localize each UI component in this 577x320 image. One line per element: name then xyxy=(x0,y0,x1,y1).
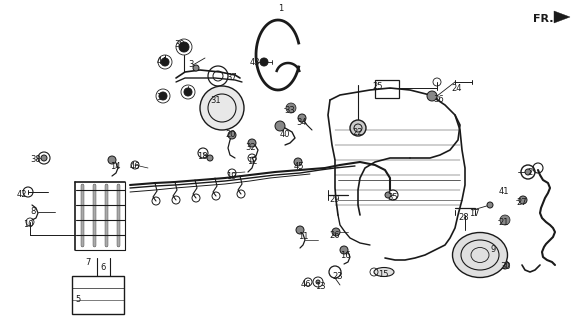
Polygon shape xyxy=(554,11,570,23)
Text: 46: 46 xyxy=(301,280,312,289)
Bar xyxy=(72,276,124,314)
Text: 30: 30 xyxy=(501,262,511,271)
Circle shape xyxy=(350,120,366,136)
Text: 44: 44 xyxy=(157,57,167,66)
Circle shape xyxy=(525,169,531,175)
Text: 33: 33 xyxy=(284,106,295,115)
Text: 41: 41 xyxy=(499,187,509,196)
Circle shape xyxy=(294,158,302,166)
Text: 1: 1 xyxy=(278,4,284,13)
Text: 10: 10 xyxy=(23,220,33,229)
Text: 29: 29 xyxy=(329,195,340,204)
Circle shape xyxy=(296,226,304,234)
Circle shape xyxy=(500,215,510,225)
Text: 18: 18 xyxy=(197,152,207,161)
Circle shape xyxy=(316,280,320,284)
Text: 31: 31 xyxy=(211,96,222,105)
Text: 3: 3 xyxy=(188,60,194,69)
Text: 14: 14 xyxy=(110,162,120,171)
Circle shape xyxy=(41,155,47,161)
Ellipse shape xyxy=(374,268,394,276)
Text: 32: 32 xyxy=(246,143,256,152)
Circle shape xyxy=(200,86,244,130)
Text: 24: 24 xyxy=(452,84,462,93)
Text: 9: 9 xyxy=(490,245,496,254)
Text: 6: 6 xyxy=(100,263,106,272)
Circle shape xyxy=(519,196,527,204)
Circle shape xyxy=(427,91,437,101)
Text: 2: 2 xyxy=(527,168,533,177)
Circle shape xyxy=(286,103,296,113)
Text: 12: 12 xyxy=(247,157,257,166)
Text: 11: 11 xyxy=(298,232,308,241)
Text: 39: 39 xyxy=(175,40,185,49)
Text: 8: 8 xyxy=(31,207,36,216)
Circle shape xyxy=(207,155,213,161)
Text: 5: 5 xyxy=(76,295,81,304)
Text: 16: 16 xyxy=(340,251,350,260)
Text: 19: 19 xyxy=(226,172,236,181)
Text: 46: 46 xyxy=(130,162,140,171)
Circle shape xyxy=(159,92,167,100)
Circle shape xyxy=(108,156,116,164)
Text: 40: 40 xyxy=(280,130,290,139)
Circle shape xyxy=(487,202,493,208)
Text: 43: 43 xyxy=(250,58,260,67)
Circle shape xyxy=(501,261,509,269)
Circle shape xyxy=(298,114,306,122)
Text: FR.: FR. xyxy=(533,14,553,24)
Text: 4: 4 xyxy=(185,88,190,97)
Text: 37: 37 xyxy=(227,73,237,82)
Text: 34: 34 xyxy=(297,118,308,127)
Text: 42: 42 xyxy=(17,190,27,199)
Circle shape xyxy=(340,246,348,254)
Circle shape xyxy=(488,244,496,252)
Text: 23: 23 xyxy=(333,272,343,281)
Circle shape xyxy=(179,42,189,52)
Text: 35: 35 xyxy=(388,193,398,202)
Ellipse shape xyxy=(452,233,508,277)
Text: 22: 22 xyxy=(353,128,364,137)
Text: 45: 45 xyxy=(294,162,304,171)
Text: 25: 25 xyxy=(373,82,383,91)
Text: 36: 36 xyxy=(434,95,444,104)
Text: 21: 21 xyxy=(499,218,509,227)
Text: 27: 27 xyxy=(516,198,527,207)
Circle shape xyxy=(332,228,340,236)
Circle shape xyxy=(228,131,236,139)
Text: 7: 7 xyxy=(85,258,91,267)
Text: 26: 26 xyxy=(329,231,340,240)
Text: 15: 15 xyxy=(378,270,388,279)
Text: 13: 13 xyxy=(314,282,325,291)
Circle shape xyxy=(193,65,199,71)
Circle shape xyxy=(184,88,192,96)
Circle shape xyxy=(248,139,256,147)
Text: 17: 17 xyxy=(469,209,479,218)
Circle shape xyxy=(161,58,169,66)
Text: 39: 39 xyxy=(157,93,167,102)
Bar xyxy=(375,80,399,98)
Circle shape xyxy=(275,121,285,131)
Circle shape xyxy=(385,192,391,198)
Circle shape xyxy=(260,58,268,66)
Text: 38: 38 xyxy=(31,155,42,164)
Text: 20: 20 xyxy=(226,130,236,139)
Text: 28: 28 xyxy=(459,213,469,222)
